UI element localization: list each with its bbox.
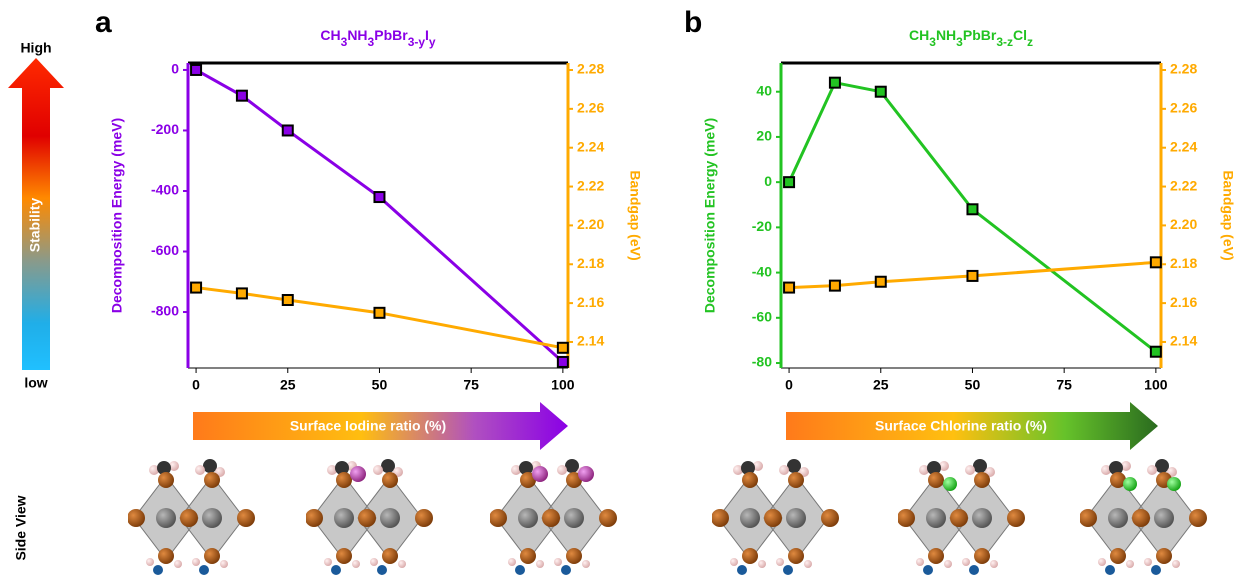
y-tick-label: 0 [764, 173, 772, 189]
y2-tick-label: 2.24 [577, 138, 604, 154]
y2-tick-label: 2.20 [577, 216, 604, 232]
title-part: 3-y [408, 35, 426, 49]
x-tick-label: 0 [192, 377, 200, 393]
stability-low: low [24, 375, 47, 391]
data-point [237, 288, 247, 298]
y-tick-label: -60 [752, 309, 772, 325]
y-tick-label: -800 [151, 303, 179, 319]
data-point [967, 204, 977, 214]
stability-label: Stability [27, 198, 43, 253]
chart-title: CH3NH3PbBr3-zClz [909, 27, 1033, 49]
y2-tick-label: 2.26 [1170, 100, 1197, 116]
data-point [1151, 257, 1161, 267]
y2-tick-label: 2.28 [1170, 61, 1197, 77]
data-point [374, 192, 384, 202]
y-axis-label: Decomposition Energy (meV) [702, 118, 718, 313]
x-tick-label: 25 [873, 377, 889, 393]
series-line [789, 83, 1156, 352]
y-tick-label: -80 [752, 354, 772, 370]
data-point [784, 283, 794, 293]
figure: a b High low Stability Side View CH3NH3P… [0, 0, 1241, 576]
y2-tick-label: 2.22 [1170, 177, 1197, 193]
y2-axis-label: Bandgap (eV) [1220, 170, 1236, 260]
title-part: CH [320, 27, 340, 43]
title-part: y [429, 35, 436, 49]
data-point [283, 125, 293, 135]
y2-tick-label: 2.26 [577, 100, 604, 116]
data-point [830, 281, 840, 291]
stability-high: High [20, 40, 51, 56]
title-part: Cl [1013, 27, 1027, 43]
title-part: z [1027, 35, 1033, 49]
y2-tick-label: 2.22 [577, 177, 604, 193]
x-tick-label: 100 [551, 377, 575, 393]
y2-tick-label: 2.20 [1170, 216, 1197, 232]
data-point [1151, 347, 1161, 357]
y-axis-label: Decomposition Energy (meV) [109, 118, 125, 313]
x-tick-label: 50 [372, 377, 388, 393]
y2-axis-label: Bandgap (eV) [627, 170, 643, 260]
title-part: PbBr [374, 27, 408, 43]
structures [127, 459, 1207, 575]
y-tick-label: -20 [752, 218, 772, 234]
y-tick-label: 40 [756, 82, 772, 98]
x-axis-label: Surface Chlorine ratio (%) [875, 418, 1047, 434]
panel-label: a [95, 6, 112, 39]
title-part: NH [936, 27, 956, 43]
y-tick-label: -40 [752, 263, 772, 279]
data-point [967, 271, 977, 281]
title-part: 3-z [996, 35, 1013, 49]
data-point [558, 343, 568, 353]
x-tick-label: 0 [785, 377, 793, 393]
x-tick-label: 100 [1144, 377, 1168, 393]
data-point [558, 357, 568, 367]
y2-tick-label: 2.18 [577, 255, 604, 271]
side-view-label: Side View [13, 495, 29, 560]
y2-tick-label: 2.24 [1170, 138, 1197, 154]
x-axis-label: Surface Iodine ratio (%) [290, 418, 446, 434]
stability-scale: High low Stability [8, 40, 64, 391]
data-point [784, 177, 794, 187]
y-tick-label: -600 [151, 242, 179, 258]
title-part: PbBr [963, 27, 997, 43]
y2-tick-label: 2.14 [1170, 333, 1197, 349]
data-point [374, 308, 384, 318]
data-point [191, 65, 201, 75]
y2-tick-label: 2.28 [577, 61, 604, 77]
y2-tick-label: 2.14 [577, 333, 604, 349]
x-tick-label: 25 [280, 377, 296, 393]
data-point [191, 283, 201, 293]
y-tick-label: 20 [756, 128, 772, 144]
chart-title: CH3NH3PbBr3-yIy [320, 27, 436, 49]
data-point [830, 78, 840, 88]
title-part: CH [909, 27, 929, 43]
x-tick-label: 50 [965, 377, 981, 393]
data-point [283, 295, 293, 305]
y-tick-label: -200 [151, 121, 179, 137]
title-part: NH [347, 27, 367, 43]
y2-tick-label: 2.16 [577, 294, 604, 310]
y2-tick-label: 2.16 [1170, 294, 1197, 310]
y-tick-label: -400 [151, 182, 179, 198]
data-point [876, 277, 886, 287]
y2-tick-label: 2.18 [1170, 255, 1197, 271]
x-tick-label: 75 [463, 377, 479, 393]
x-tick-label: 75 [1056, 377, 1072, 393]
data-point [876, 87, 886, 97]
panel-label: b [684, 6, 702, 39]
data-point [237, 91, 247, 101]
y-tick-label: 0 [171, 61, 179, 77]
